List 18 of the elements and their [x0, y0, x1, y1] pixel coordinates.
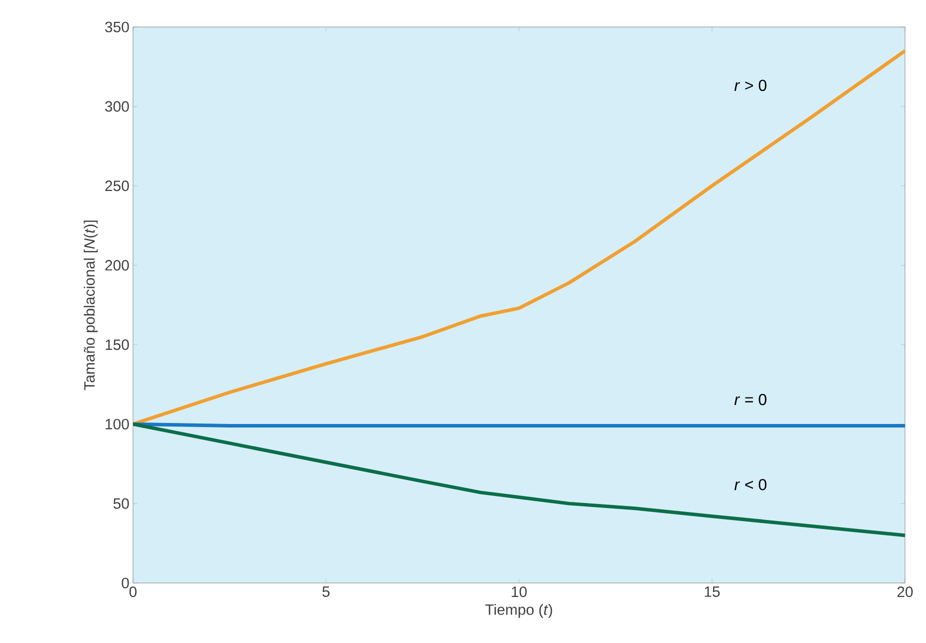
y-tick-label: 50 — [113, 498, 129, 509]
x-tick-label: 20 — [897, 586, 913, 598]
x-tick-label: 0 — [129, 586, 137, 598]
x-tick-label: 10 — [512, 586, 527, 598]
annotation: r < 0 — [734, 478, 766, 490]
y-tick-label: 200 — [105, 260, 129, 271]
x-axis-title: Tiempo (t) — [485, 604, 552, 618]
y-tick-label: 100 — [106, 418, 129, 430]
annotation: r > 0 — [734, 80, 766, 92]
y-tick-label: 350 — [105, 22, 129, 32]
y-tick-label: 300 — [105, 101, 129, 112]
y-tick-label: 0 — [122, 578, 129, 588]
annotation: r = 0 — [734, 394, 766, 406]
x-tick-label: 15 — [704, 586, 720, 597]
x-tick-label: 5 — [322, 586, 330, 597]
y-tick-label: 250 — [105, 180, 129, 192]
y-tick-label: 150 — [106, 339, 129, 350]
y-axis-title: Tamaño poblacional [N(t)] — [84, 220, 98, 390]
